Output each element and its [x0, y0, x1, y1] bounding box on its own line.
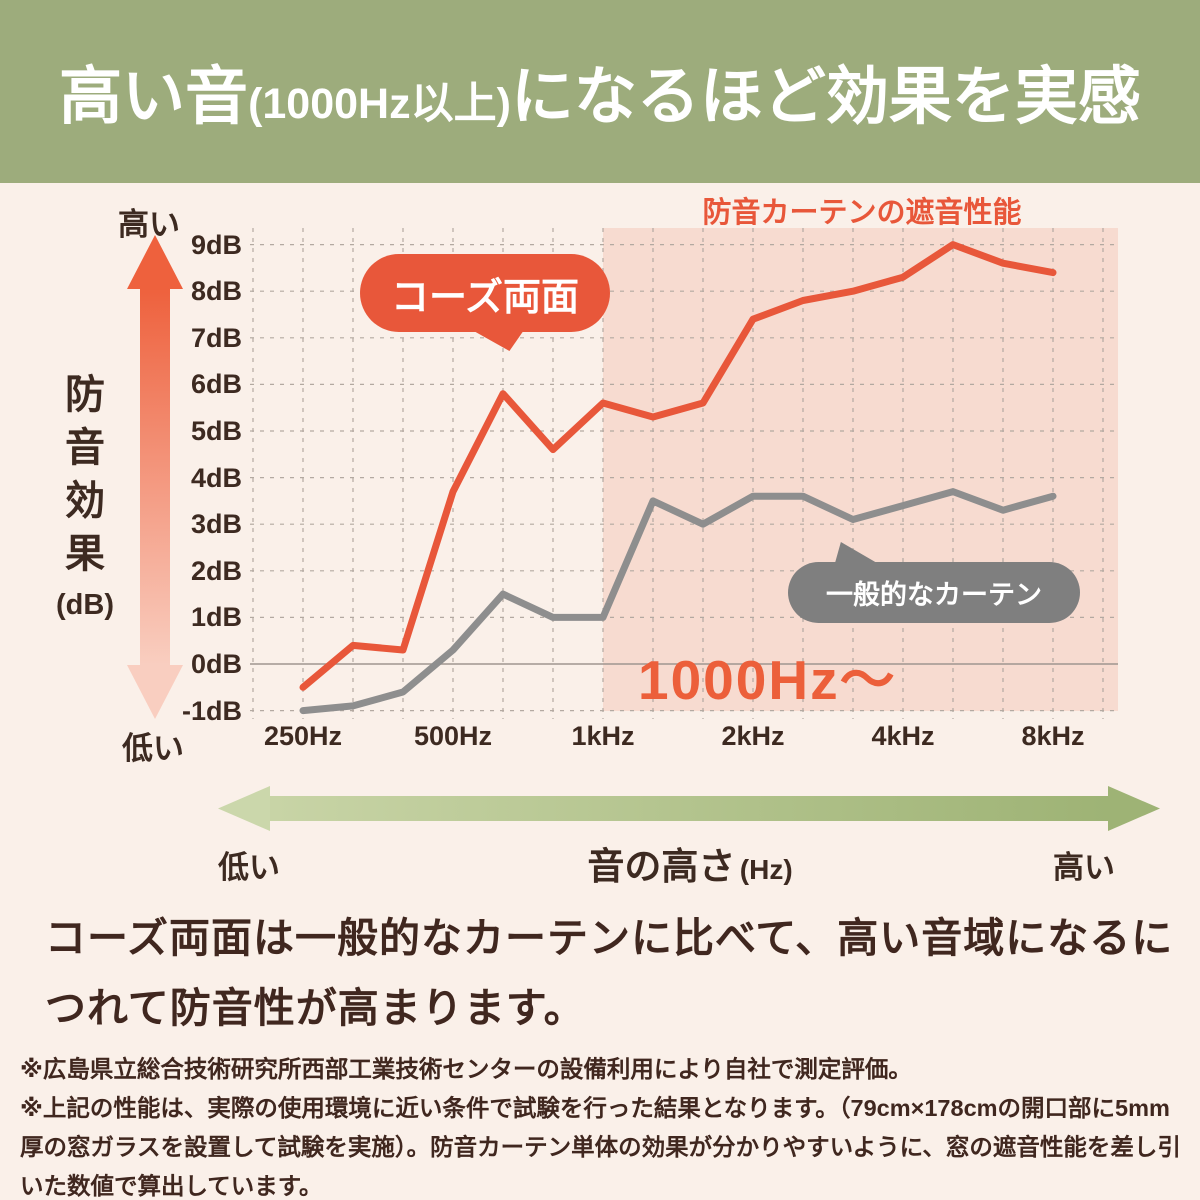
- arrow-shaft: [270, 796, 1108, 821]
- footnotes: ※広島県立総合技術研究所西部工業技術センターの設備利用により自社で測定評価。 ※…: [20, 1050, 1182, 1200]
- x-axis-area: 低い 音の高さ (Hz) 高い: [0, 780, 1200, 905]
- arrow-shaft: [140, 289, 170, 665]
- y-tick-label: 4dB: [190, 462, 242, 493]
- y-tick-label: 9dB: [190, 229, 242, 260]
- footnote-2: ※上記の性能は、実際の使用環境に近い条件で試験を行った結果となります。（79cm…: [20, 1095, 1181, 1199]
- x-tick-label: 1kHz: [571, 721, 635, 751]
- arrow-up-icon: [127, 235, 183, 289]
- y-tick-label: -1dB: [182, 695, 242, 726]
- callout-generic-curtain: 一般的なカーテン: [788, 542, 1080, 623]
- header-title: 高い音(1000Hz以上)になるほど効果を実感: [59, 46, 1141, 137]
- y-tick-label: 0dB: [190, 649, 242, 679]
- series-line-koozu: [299, 241, 1057, 691]
- y-axis-arrow-icon: [127, 235, 183, 719]
- y-tick-label: 1dB: [190, 602, 242, 633]
- line-chart: [250, 228, 1118, 719]
- header-title-part2: (1000Hz以上): [248, 80, 511, 128]
- callout-koozu: コーズ両面: [360, 254, 610, 351]
- y-tick-label: 5dB: [190, 416, 242, 446]
- y-tick-labels: 9dB 8dB 7dB 6dB 5dB 4dB 3dB 2dB 1dB 0dB -1dB: [128, 228, 242, 726]
- y-axis-low-label: 低い: [122, 731, 184, 766]
- y-axis-title: 防音効果 (dB): [47, 369, 123, 622]
- arrow-down-icon: [127, 665, 183, 719]
- header-banner: 高い音(1000Hz以上)になるほど効果を実感: [0, 0, 1200, 183]
- footnote-1: ※広島県立総合技術研究所西部工業技術センターの設備利用により自社で測定評価。: [20, 1056, 912, 1082]
- arrow-left-icon: [218, 786, 270, 831]
- x-axis-low-label: 低い: [218, 850, 280, 885]
- y-tick-label: 7dB: [190, 322, 242, 353]
- body-text: コーズ両面は一般的なカーテンに比べて、高い音域になるにつれて防音性が高まります。: [45, 915, 1174, 1031]
- arrow-right-icon: [1108, 786, 1160, 831]
- callout-koozu-label: コーズ両面: [390, 276, 580, 319]
- series-line-generic: [299, 488, 1057, 715]
- highlight-region-label: 1000Hz〜: [638, 649, 897, 711]
- x-axis-title: 音の高さ (Hz): [400, 836, 980, 890]
- callout-generic-label: 一般的なカーテン: [826, 580, 1042, 610]
- header-title-part1: 高い音: [59, 62, 249, 132]
- y-tick-label: 3dB: [190, 509, 242, 540]
- x-axis-high-label: 高い: [1053, 850, 1115, 885]
- x-axis-arrow-icon: [218, 786, 1160, 831]
- x-tick-label: 2kHz: [721, 721, 785, 751]
- x-tick-label: 4kHz: [871, 721, 935, 751]
- y-axis-unit: (dB): [56, 589, 114, 621]
- x-axis-title-text: 音の高さ: [587, 846, 736, 887]
- x-tick-label: 250Hz: [263, 721, 343, 751]
- y-axis-title-text: 防音効果: [65, 373, 105, 576]
- x-tick-label: 500Hz: [413, 721, 493, 751]
- highlight-region: [603, 228, 1118, 711]
- chart-title: 防音カーテンの遮音性能: [702, 197, 1022, 229]
- x-tick-labels: 250Hz 500Hz 1kHz 2kHz 4kHz 8kHz: [250, 721, 1118, 761]
- chart-area: 防音カーテンの遮音性能 高い 低い 防音効果 (dB) 9dB 8dB 7dB 6dB…: [0, 183, 1200, 780]
- y-tick-label: 2dB: [190, 555, 242, 586]
- y-tick-label: 8dB: [190, 276, 242, 307]
- y-tick-label: 6dB: [190, 369, 242, 400]
- x-axis-unit: (Hz): [739, 854, 793, 885]
- header-title-part3: になるほど効果を実感: [510, 62, 1141, 132]
- x-tick-label: 8kHz: [1021, 721, 1085, 751]
